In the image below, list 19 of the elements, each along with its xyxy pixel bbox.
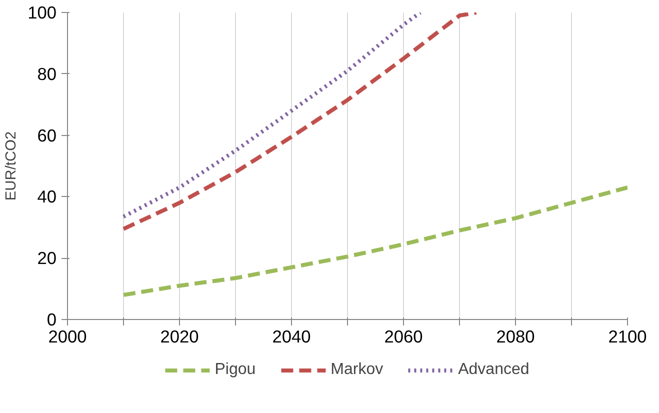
y-tick-label: 80	[37, 64, 57, 84]
y-tick-label: 20	[37, 248, 57, 268]
y-tick-label: 100	[28, 2, 57, 22]
x-tick-label: 2000	[48, 326, 87, 346]
x-tick-label: 2080	[496, 326, 535, 346]
y-tick-label: 60	[37, 125, 57, 146]
line-series	[122, 185, 628, 297]
x-tick-label: 2040	[272, 326, 311, 346]
y-tick-label: 0	[46, 310, 57, 330]
y-tick-label: 40	[37, 186, 57, 207]
legend-label: Pigou	[214, 361, 256, 379]
legend-label: Advanced	[458, 361, 530, 379]
x-tick-label: 2060	[384, 326, 423, 346]
x-tick-label: 2100	[608, 326, 647, 346]
legend-label: Markov	[330, 361, 384, 379]
x-tick-label: 2020	[160, 326, 199, 346]
y-axis-title: EUR/tCO2	[4, 131, 20, 201]
line-series	[122, 12, 422, 219]
line-series	[122, 12, 478, 231]
